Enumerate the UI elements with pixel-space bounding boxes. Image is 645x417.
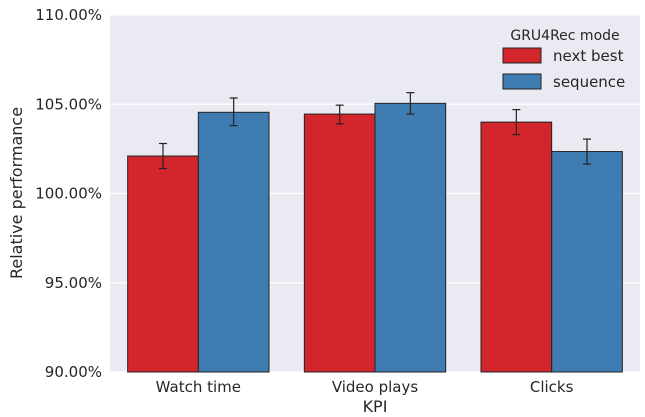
y-axis-ticks: 90.00% 95.00% 100.00% 105.00% 110.00%: [35, 6, 102, 381]
legend-swatch: [502, 73, 542, 90]
y-tick-label: 90.00%: [45, 363, 102, 381]
y-tick-label: 95.00%: [45, 274, 102, 292]
bars: [127, 102, 623, 373]
error-bar: [406, 92, 415, 115]
x-tick-label: Clicks: [530, 378, 574, 396]
y-tick-label: 110.00%: [35, 6, 102, 24]
legend-label: sequence: [553, 73, 625, 91]
x-axis-title: KPI: [363, 397, 388, 416]
x-axis-ticks: Watch time Video plays Clicks: [156, 378, 574, 396]
y-tick-label: 100.00%: [35, 185, 102, 203]
x-tick-label: Watch time: [156, 378, 241, 396]
error-bar: [583, 138, 591, 165]
bar-next-best: [127, 155, 199, 373]
bar-sequence: [197, 111, 270, 373]
error-bars: [159, 92, 591, 170]
bar-sequence: [374, 102, 447, 373]
error-bar: [159, 142, 167, 170]
y-tick-label: 105.00%: [35, 95, 102, 113]
error-bar: [335, 104, 344, 125]
bar-sequence: [551, 151, 623, 373]
legend: GRU4Rec mode next best sequence: [502, 28, 625, 91]
error-bar: [512, 109, 521, 136]
legend-label: next best: [553, 47, 624, 65]
bar-next-best: [480, 121, 553, 373]
y-axis-title: Relative performance: [7, 107, 26, 279]
legend-title: GRU4Rec mode: [510, 28, 619, 44]
error-bar: [229, 97, 238, 127]
legend-swatch: [502, 47, 542, 64]
x-tick-label: Video plays: [332, 378, 419, 396]
bar-next-best: [303, 113, 376, 373]
